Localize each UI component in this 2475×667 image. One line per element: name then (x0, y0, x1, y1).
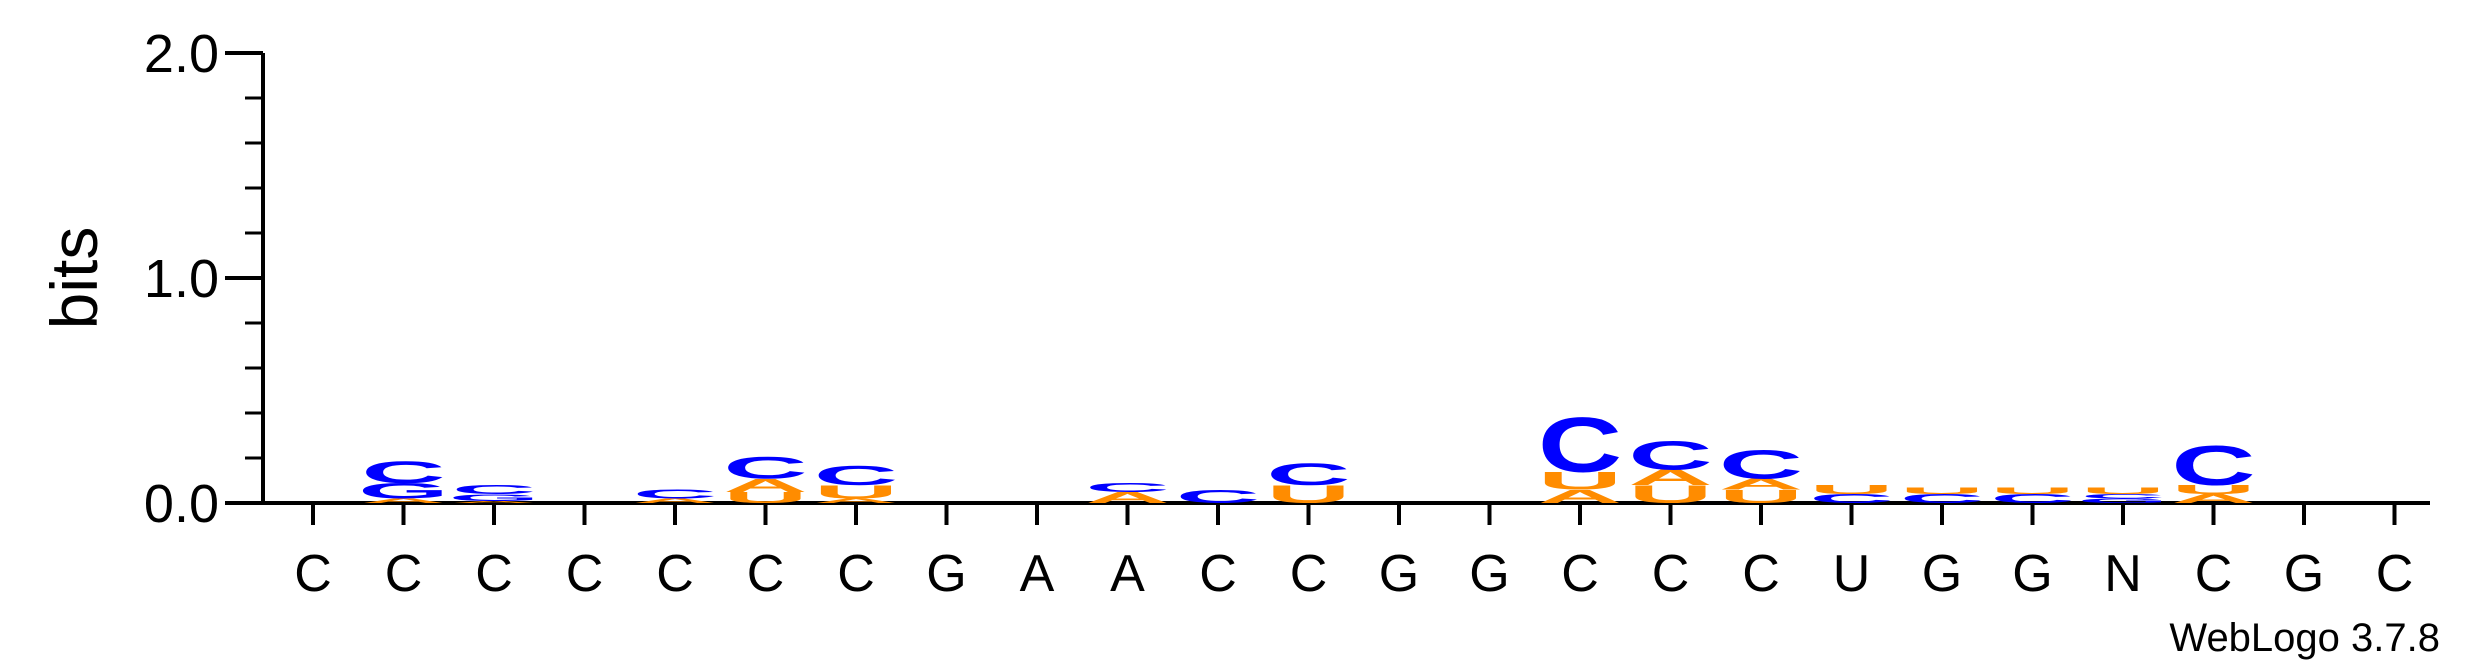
position-label: A (1110, 545, 1145, 603)
logo-letter-u: U (723, 489, 807, 506)
logo-letter-u: U (1266, 480, 1350, 508)
position-label: G (926, 545, 966, 603)
logo-letter-c: C (723, 450, 807, 485)
logo-letter-c: C (1990, 492, 2074, 506)
position-label: C (837, 545, 875, 603)
logo-letter-c: C (1809, 492, 1893, 506)
position-label: C (475, 545, 513, 603)
logo-letter-u: U (1809, 483, 1893, 497)
logo-letter-u: U (2171, 483, 2255, 497)
logo-letter-c: C (2081, 493, 2165, 500)
position-label: G (1379, 545, 1419, 603)
logo-letter-c: C (633, 487, 717, 501)
logo-letter-u: U (2081, 485, 2165, 496)
logo-letter-g: G (358, 479, 449, 504)
logo-letter-c: C (1538, 401, 1622, 488)
position-label: C (385, 545, 423, 603)
position-label: C (566, 545, 604, 603)
position-label: N (2104, 545, 2142, 603)
logo-letter-a: A (1538, 486, 1622, 507)
y-axis-title: bits (37, 227, 111, 330)
logo-letter-c: C (452, 483, 536, 497)
y-tick-label: 1.0 (144, 249, 219, 309)
y-axis: 0.0 1.0 2.0 bits (37, 24, 265, 534)
position-label: G (2284, 545, 2324, 603)
logo-letter-c: C (1900, 492, 1984, 506)
logo-letter-u: U (814, 481, 898, 502)
position-label: C (294, 545, 332, 603)
position-label: A (1020, 545, 1055, 603)
position-label: C (1742, 545, 1780, 603)
logo-letter-c: C (1085, 480, 1169, 494)
logo-letter-a: A (2171, 492, 2255, 506)
logo-letter-c: C (1266, 457, 1350, 492)
logo-letter-a: A (361, 497, 445, 504)
logo-letter-c: C (1628, 433, 1712, 479)
position-label: G (2012, 545, 2052, 603)
logo-letter-u: U (1538, 467, 1622, 495)
y-tick-label: 2.0 (144, 24, 219, 84)
logo-letter-c: C (1176, 486, 1260, 507)
position-label: C (1652, 545, 1690, 603)
position-label: C (1290, 545, 1328, 603)
logo-letter-u: U (1990, 485, 2074, 496)
logo-letter-c: C (361, 455, 445, 490)
logo-letter-g: G (449, 492, 540, 503)
logo-letter-a: A (1085, 489, 1169, 506)
logo-letter-a: A (723, 475, 807, 496)
position-label: G (1469, 545, 1509, 603)
position-label: C (747, 545, 785, 603)
logo-letter-g: G (2078, 497, 2169, 504)
logo-letter-a: A (1628, 465, 1712, 490)
logo-letter-a: A (814, 497, 898, 504)
logo-letter-a: A (452, 500, 536, 503)
position-label: C (1199, 545, 1237, 603)
logo-letter-c: C (814, 460, 898, 491)
position-label: C (656, 545, 694, 603)
position-label: C (2376, 545, 2414, 603)
logo-letter-u: U (1900, 485, 1984, 496)
logo-letter-c: C (2171, 435, 2255, 498)
y-ticks: 0.0 1.0 2.0 (144, 24, 263, 534)
logo-letter-a: A (1719, 475, 1803, 492)
position-label: U (1833, 545, 1871, 603)
y-tick-label: 0.0 (144, 474, 219, 534)
logo-letter-u: U (1628, 480, 1712, 508)
weblogo-credit: WebLogo 3.7.8 (2169, 616, 2440, 660)
logo-letter-c: C (1719, 442, 1803, 488)
logo-letter-a: A (633, 497, 717, 504)
position-label: G (1922, 545, 1962, 603)
logo-letter-u: U (1719, 486, 1803, 507)
position-label: C (2195, 545, 2233, 603)
position-label: C (1561, 545, 1599, 603)
